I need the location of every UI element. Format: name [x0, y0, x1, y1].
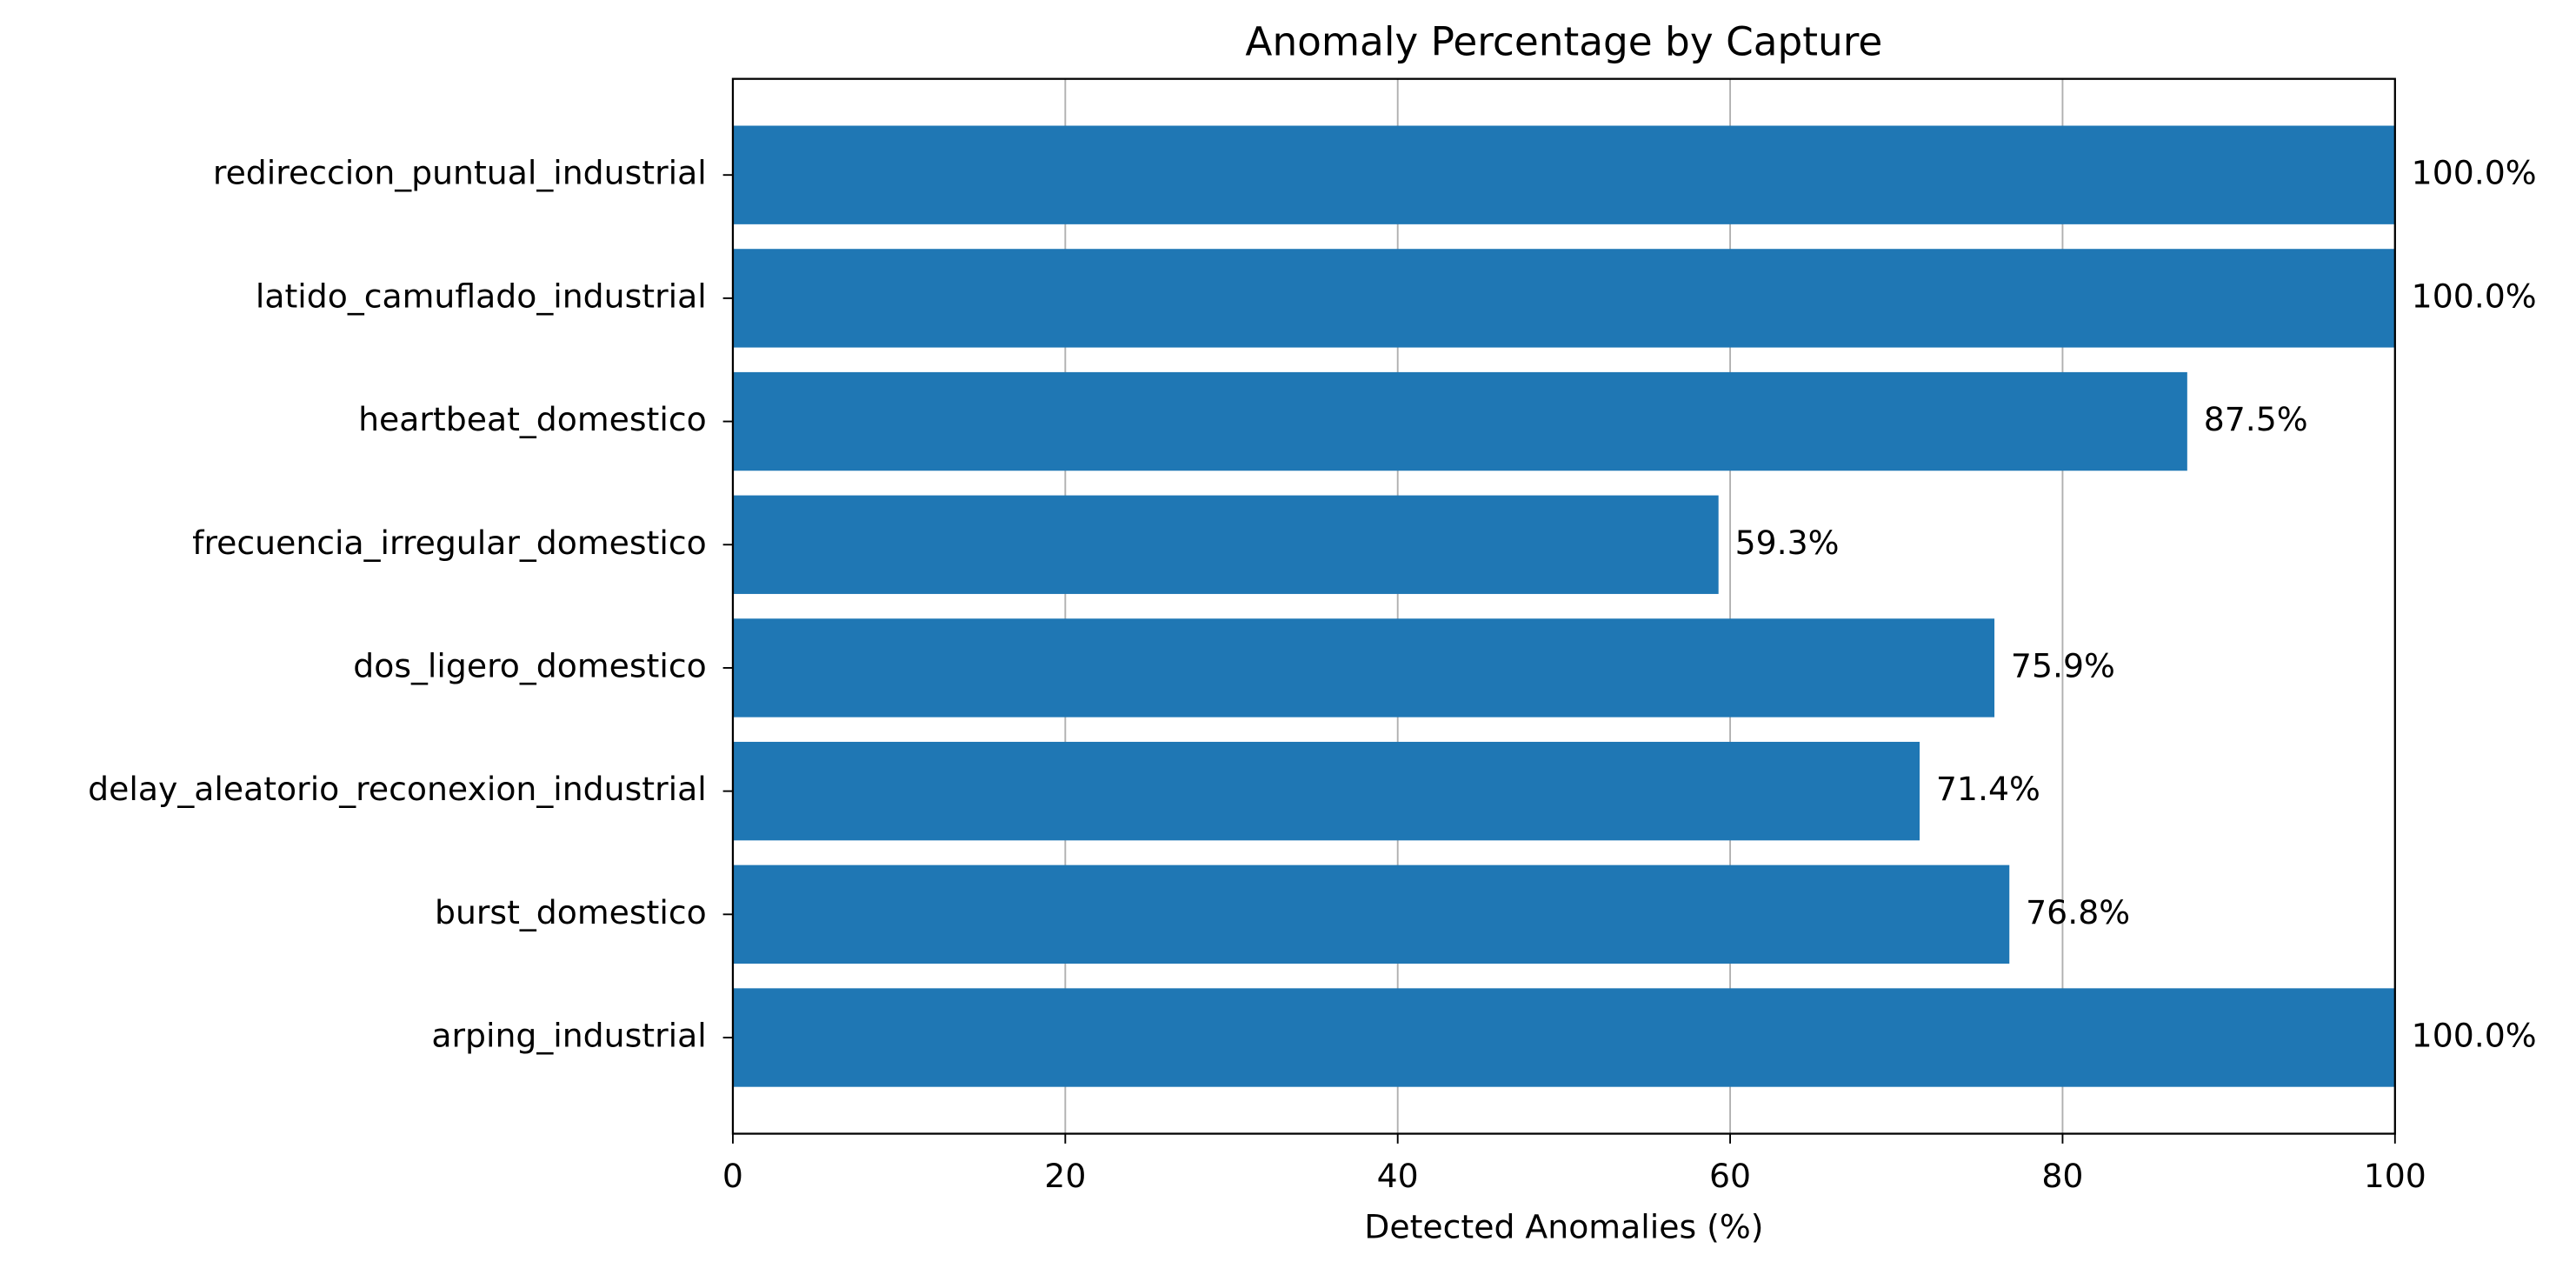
value-label: 100.0% [2412, 1017, 2537, 1055]
y-tick-label: arping_industrial [431, 1017, 706, 1055]
plot-frame [731, 77, 2396, 1135]
bar [732, 249, 2395, 348]
x-tick-label: 0 [722, 1157, 743, 1195]
bar [732, 988, 2395, 1087]
y-tick-label: dos_ligero_domestico [353, 646, 706, 684]
y-tick-label: delay_aleatorio_reconexion_industrial [88, 770, 707, 808]
x-tick-label: 20 [1044, 1157, 1086, 1195]
y-tick-label: latido_camuflado_industrial [256, 277, 707, 315]
bar [732, 618, 1995, 718]
x-tick-label: 40 [1377, 1157, 1419, 1195]
y-tick-label: frecuencia_irregular_domestico [192, 524, 707, 562]
x-tick-label: 80 [2041, 1157, 2083, 1195]
y-tick-label: heartbeat_domestico [358, 400, 707, 438]
value-label: 75.9% [2011, 646, 2115, 684]
x-axis-label: Detected Anomalies (%) [1364, 1208, 1763, 1246]
bar [732, 371, 2187, 471]
bar [732, 125, 2395, 224]
x-tick-label: 60 [1709, 1157, 1751, 1195]
bar [732, 741, 1920, 841]
value-label: 87.5% [2204, 400, 2308, 438]
value-label: 71.4% [1936, 770, 2040, 808]
chart-title: Anomaly Percentage by Capture [1245, 19, 1882, 65]
x-tick-label: 100 [2364, 1157, 2426, 1195]
value-label: 59.3% [1735, 524, 1840, 562]
value-label: 100.0% [2412, 277, 2537, 315]
value-label: 100.0% [2412, 154, 2537, 192]
y-tick-label: burst_domestico [435, 893, 707, 931]
y-tick-label: redireccion_puntual_industrial [213, 154, 707, 192]
value-label: 76.8% [2026, 893, 2130, 931]
bar [732, 495, 1719, 594]
bar [732, 864, 2010, 965]
